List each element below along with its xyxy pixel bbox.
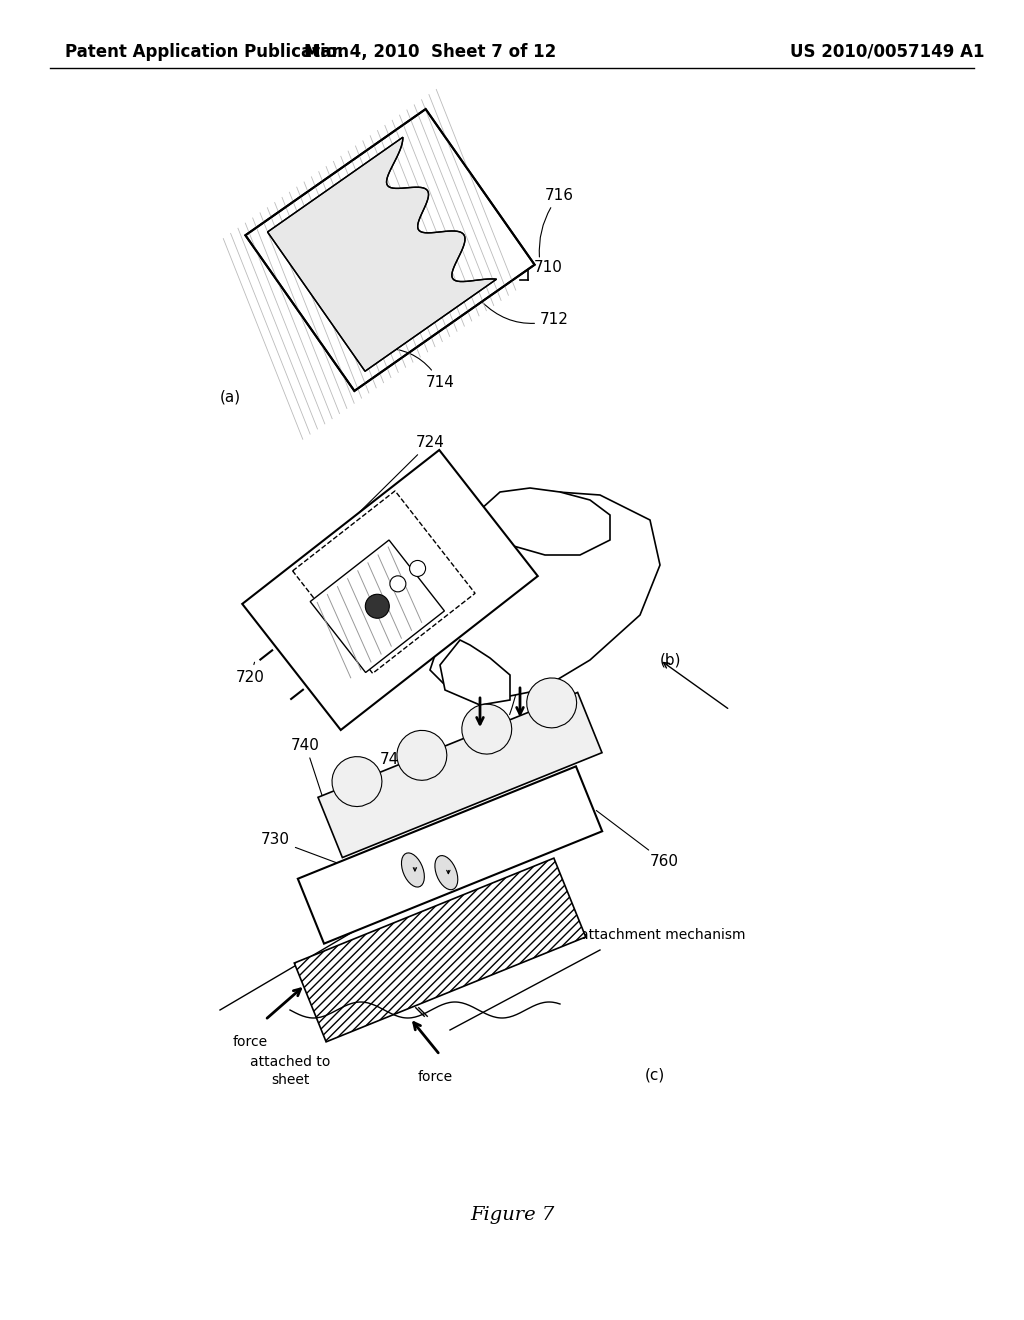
Polygon shape: [480, 488, 610, 554]
Text: 730: 730: [261, 833, 387, 882]
Text: (a): (a): [220, 389, 241, 405]
Polygon shape: [246, 110, 535, 391]
Text: 710: 710: [534, 260, 563, 276]
Polygon shape: [435, 855, 458, 890]
Text: 745: 745: [380, 752, 409, 767]
Polygon shape: [318, 693, 602, 858]
Text: 720: 720: [236, 663, 264, 685]
Text: 730: 730: [470, 861, 499, 875]
Text: 712: 712: [482, 302, 569, 327]
Text: 722: 722: [422, 537, 549, 566]
Polygon shape: [440, 640, 510, 705]
Polygon shape: [526, 678, 577, 727]
Polygon shape: [267, 137, 497, 371]
Text: (c): (c): [645, 1068, 666, 1082]
Text: Patent Application Publication: Patent Application Publication: [65, 44, 349, 61]
Polygon shape: [246, 110, 535, 391]
Text: 750: 750: [441, 904, 499, 928]
Text: Mar. 4, 2010  Sheet 7 of 12: Mar. 4, 2010 Sheet 7 of 12: [304, 44, 556, 61]
Text: Figure 7: Figure 7: [470, 1206, 554, 1224]
Polygon shape: [332, 756, 382, 807]
Polygon shape: [310, 540, 444, 672]
Polygon shape: [298, 767, 602, 944]
Circle shape: [410, 561, 426, 577]
Text: 726: 726: [490, 602, 523, 735]
Text: (b): (b): [660, 652, 682, 668]
Polygon shape: [401, 853, 424, 887]
Polygon shape: [430, 490, 660, 700]
Circle shape: [390, 576, 406, 591]
Text: force: force: [232, 1035, 267, 1049]
Polygon shape: [397, 730, 446, 780]
Text: 740: 740: [291, 738, 342, 855]
Text: attachment mechanism: attachment mechanism: [580, 928, 745, 942]
Circle shape: [366, 594, 389, 618]
Text: US 2010/0057149 A1: US 2010/0057149 A1: [790, 44, 984, 61]
Text: 724: 724: [335, 436, 444, 536]
Text: 716: 716: [540, 187, 574, 257]
Polygon shape: [294, 858, 586, 1041]
Text: attached to: attached to: [250, 1055, 330, 1069]
Text: sheet: sheet: [270, 1073, 309, 1086]
Polygon shape: [243, 450, 538, 730]
Text: 714: 714: [383, 348, 455, 389]
Polygon shape: [462, 704, 512, 754]
Text: 760: 760: [596, 810, 679, 870]
Text: force: force: [418, 1071, 453, 1084]
Text: force: force: [545, 705, 581, 719]
